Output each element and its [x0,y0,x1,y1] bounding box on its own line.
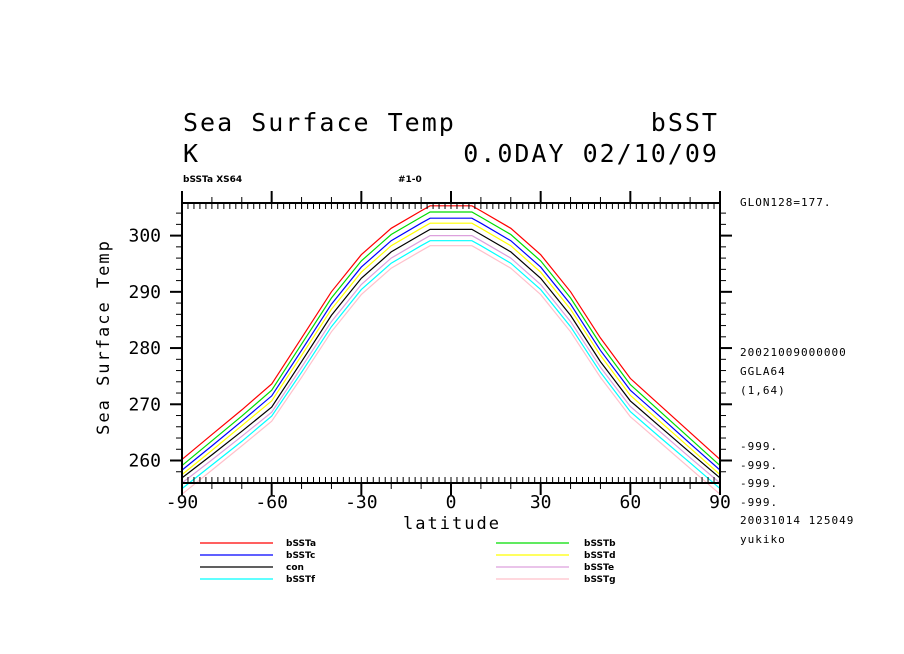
info-user: yukiko [740,533,786,546]
y-tick-label: 300 [128,226,161,247]
series-line-bSSTg [181,245,721,495]
time-label: 0.0DAY 02/10/09 [463,139,719,168]
series-layer [181,205,721,495]
legend-label-bSSTe: bSSTe [584,563,614,573]
y-axis-label: Sea Surface Temp [94,239,114,435]
y-tick-label: 260 [128,451,161,472]
units-label: K [183,139,200,168]
axes-frame [170,191,732,495]
x-tick-label: -90 [166,492,199,513]
chart-title: Sea Surface Temp [183,108,456,137]
series-line-bSSTd [181,222,721,476]
info-missing-2: -999. [740,459,778,472]
x-tick-labels: -90 -60 -30 0 30 60 90 [166,492,731,513]
x-tick-label: -30 [345,492,378,513]
series-line-bSSTf [181,240,721,490]
info-grid: GGLA64 [740,365,786,378]
info-glon: GLON128=177. [740,196,831,209]
legend-label-con: con [286,563,304,573]
info-missing-1: -999. [740,440,778,453]
legend-label-bSSTa: bSSTa [286,539,316,549]
subtitle-left: bSSTa XS64 [183,175,242,185]
x-tick-label: 0 [446,492,457,513]
legend: bSSTa bSSTc con bSSTf bSSTb bSSTd bSSTe bSSTg [200,539,616,585]
series-line-bSSTa [181,205,721,460]
subtitle-mid: #1-0 [398,175,422,185]
x-axis-label: latitude [403,514,501,534]
plot-frame [181,202,721,484]
series-line-bSSTb [181,211,721,467]
info-index: (1,64) [740,384,786,397]
info-missing-3: -999. [740,477,778,490]
y-tick-label: 290 [128,282,161,303]
info-date-code: 20021009000000 [740,346,847,359]
variable-name: bSST [651,108,719,137]
legend-label-bSSTc: bSSTc [286,551,315,561]
x-tick-label: -60 [255,492,288,513]
x-tick-label: 60 [619,492,641,513]
legend-label-bSSTb: bSSTb [584,539,616,549]
y-tick-label: 270 [128,394,161,415]
series-line-bSSTc [181,217,721,471]
y-tick-label: 280 [128,338,161,359]
info-timestamp: 20031014 125049 [740,514,854,527]
series-line-bSSTe [181,235,721,484]
x-tick-label: 90 [709,492,731,513]
series-line-con [181,228,721,479]
legend-label-bSSTf: bSSTf [286,575,315,585]
info-missing-4: -999. [740,496,778,509]
x-tick-label: 30 [530,492,552,513]
legend-label-bSSTg: bSSTg [584,575,616,585]
y-tick-labels: 260 270 280 290 300 [128,226,161,472]
legend-label-bSSTd: bSSTd [584,551,616,561]
